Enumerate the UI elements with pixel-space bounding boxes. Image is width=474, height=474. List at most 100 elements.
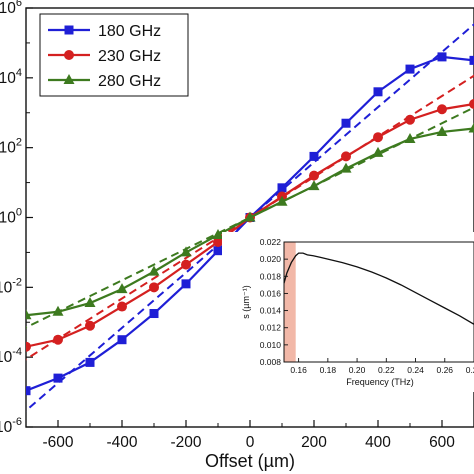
data-point (308, 180, 320, 191)
legend-label: 230 GHz (98, 48, 161, 65)
data-point (53, 334, 63, 345)
fit-line (26, 106, 474, 329)
data-point (405, 64, 415, 74)
y-tick-base: 10 (0, 279, 13, 296)
data-point (309, 151, 319, 161)
data-point (373, 132, 383, 143)
data-layer (26, 23, 474, 412)
y-tick-base: 10 (0, 0, 16, 17)
data-point (468, 122, 474, 133)
y-tick-base: 10 (0, 419, 13, 436)
legend: 180 GHz 230 GHz 280 GHz (39, 13, 189, 97)
data-point (276, 195, 288, 206)
data-point (149, 282, 159, 293)
data-point (373, 87, 383, 97)
data-point (149, 309, 159, 319)
data-point (117, 335, 127, 345)
inset-background (222, 232, 474, 392)
legend-label: 180 GHz (98, 23, 161, 40)
data-point (436, 125, 448, 136)
data-point (372, 146, 384, 157)
legend-marker (64, 25, 74, 35)
y-tick-label: 106 (0, 0, 22, 17)
y-tick-exponent: -4 (12, 346, 22, 358)
data-point (213, 236, 223, 247)
y-tick-exponent: 0 (16, 207, 22, 219)
data-point (116, 283, 128, 294)
inset-x-title: Frequency (THz) (346, 377, 414, 387)
data-point (117, 301, 127, 312)
data-point (277, 183, 287, 193)
inset-y-tick-label: 0.012 (260, 323, 282, 333)
data-point (309, 170, 319, 181)
y-tick-label: 104 (0, 67, 22, 87)
legend-marker (64, 50, 74, 60)
inset-y-title: s (µm⁻¹) (241, 285, 251, 318)
data-point (148, 265, 160, 276)
inset-x-tick-label: 0.22 (378, 365, 395, 375)
data-point (437, 52, 447, 62)
legend-marker (63, 74, 75, 84)
data-point (52, 305, 64, 316)
data-point (213, 246, 223, 256)
y-tick-exponent: 2 (16, 137, 22, 149)
x-tick-label: -400 (106, 434, 137, 451)
inset-x-tick-label: 0.28 (466, 365, 474, 375)
inset-x-tick-label: 0.16 (290, 365, 307, 375)
inset-y-tick-label: 0.022 (260, 237, 282, 247)
data-point (341, 151, 351, 162)
data-point (84, 297, 96, 308)
y-tick-base: 10 (0, 210, 16, 227)
data-point (404, 132, 416, 143)
data-point (26, 341, 31, 352)
inset-y-tick-label: 0.008 (260, 357, 282, 367)
inset-curve (283, 252, 474, 325)
inset-y-tick-label: 0.016 (260, 288, 282, 298)
x-axis-title: Offset (µm) (205, 451, 295, 471)
x-tick-label: 0 (246, 434, 255, 451)
y-tick-exponent: 4 (16, 67, 22, 79)
highlight-band (284, 242, 296, 362)
data-point (437, 104, 447, 115)
y-tick-base: 10 (0, 140, 16, 157)
inset-y-tick-label: 0.018 (260, 271, 282, 281)
x-tick-label: 600 (429, 434, 455, 451)
data-point (53, 373, 63, 383)
y-tick-label: 10-4 (0, 346, 22, 366)
data-point (180, 246, 192, 257)
data-point (469, 99, 474, 110)
x-tick-label: 400 (365, 434, 391, 451)
data-point (469, 55, 474, 65)
y-tick-label: 102 (0, 137, 22, 157)
inset-x-tick-label: 0.18 (320, 365, 337, 375)
x-tick-label: 200 (301, 434, 327, 451)
y-tick-label: 10-2 (0, 276, 22, 296)
inset-x-tick-label: 0.24 (407, 365, 424, 375)
data-point (341, 118, 351, 128)
y-tick-base: 10 (0, 70, 16, 87)
y-tick-exponent: -6 (12, 416, 22, 428)
inset-y-tick-label: 0.020 (260, 254, 282, 264)
data-point (244, 211, 256, 222)
inset-x-tick-label: 0.26 (436, 365, 453, 375)
x-tick-label: -600 (42, 434, 73, 451)
x-tick-label: -200 (170, 434, 201, 451)
y-tick-exponent: 6 (16, 0, 22, 9)
data-point (181, 279, 191, 289)
data-point (405, 114, 415, 125)
inset-x-tick-label: 0.20 (349, 365, 366, 375)
data-point (340, 162, 352, 173)
y-tick-exponent: -2 (12, 276, 22, 288)
data-point (26, 309, 32, 320)
data-point (85, 320, 95, 331)
inset-y-tick-label: 0.010 (260, 340, 282, 350)
data-point (85, 357, 95, 367)
inset-frame (283, 241, 474, 363)
legend-label: 280 GHz (98, 73, 161, 90)
y-tick-base: 10 (0, 349, 13, 366)
data-point (26, 386, 31, 396)
data-point (212, 228, 224, 239)
y-tick-label: 10-6 (0, 416, 22, 436)
